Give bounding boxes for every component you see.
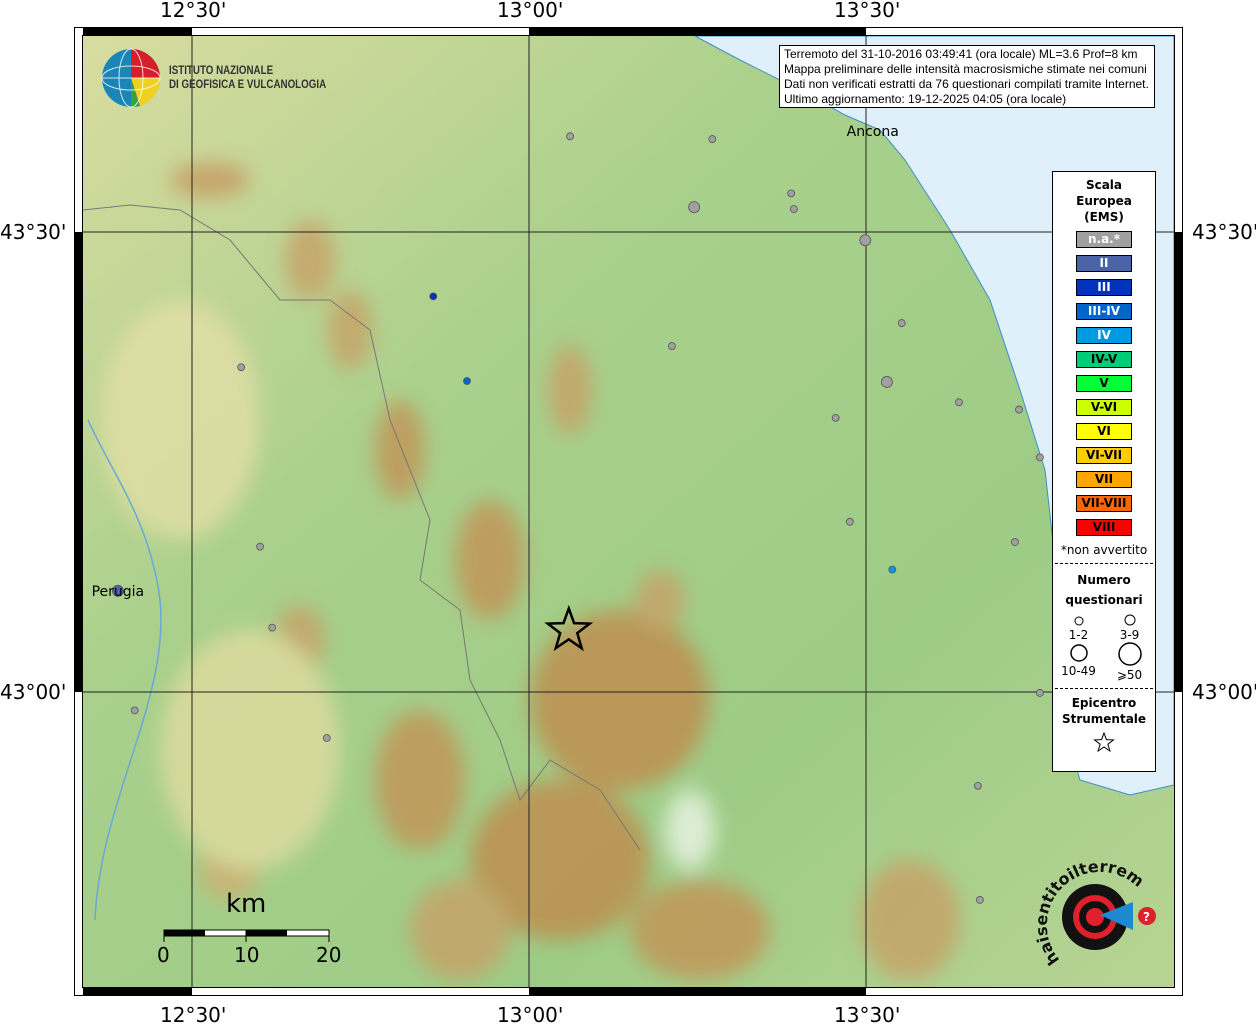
intensity-swatch: IV [1076,327,1132,344]
map-frame [74,27,1183,996]
intensity-scale: n.a.* II III III-IV IV IV-V V V-VI VI VI-VII VII VI… [1053,231,1155,536]
observation-point[interactable] [787,189,796,198]
divider [1055,563,1153,564]
size-1-2-icon [1074,616,1083,626]
size-10-49-icon [1069,644,1088,662]
observation-point[interactable] [859,234,872,247]
epicenter-star-icon[interactable] [544,604,594,652]
scale-label: 0 [157,943,170,967]
intensity-swatch: VI [1076,423,1132,440]
scale-label: 20 [316,943,342,967]
info-line: Dati non verificati estratti da 76 quest… [784,77,1149,91]
region-border [83,204,641,851]
svg-text:?: ? [1143,910,1150,924]
observation-point[interactable] [789,205,798,213]
divider [1055,688,1153,689]
observation-point[interactable] [1011,538,1019,546]
observation-point[interactable] [256,542,264,551]
intensity-swatch: II [1076,255,1132,272]
observation-point[interactable] [897,319,906,327]
intensity-swatch: III [1076,279,1132,296]
size-50-icon [1117,642,1142,666]
ingv-logo [101,48,161,108]
observation-points [111,132,1044,904]
observation-point[interactable] [976,896,984,904]
graticule [83,36,1174,987]
logo-line: ISTITUTO NAZIONALE [169,65,274,77]
city-labels: Ancona Perugia [92,124,899,600]
size-label: 10-49 [1061,664,1096,678]
lon-tick-bottom: 13°00' [497,1003,564,1027]
observation-point[interactable] [1035,689,1044,697]
lon-tick-bottom: 13°30' [834,1003,901,1027]
lat-tick-left: 43°30' [0,220,67,244]
scale-bar [163,929,330,942]
intensity-swatch: VII [1076,471,1132,488]
count-sizes: 1-2 3-9 10-49 ⩾50 [1053,614,1155,682]
count-title: Numero [1077,573,1131,587]
river [87,419,162,921]
terrain: Ancona Perugia [83,36,1174,987]
ingv-logo-text: ISTITUTO NAZIONALE DI GEOFISICA E VULCAN… [169,64,326,92]
observation-point[interactable] [845,517,854,526]
logo-line: DI GEOFISICA E VULCANOLOGIA [169,79,327,91]
intensity-swatch: V-VI [1076,399,1132,416]
intensity-swatch: VII-VIII [1076,495,1132,512]
size-label: 1-2 [1068,628,1089,642]
observation-point[interactable] [463,377,471,385]
observation-point[interactable] [955,398,963,407]
epicenter-title: Epicentro [1071,696,1137,710]
epicenter-title: Strumentale [1061,712,1147,726]
city-label: Ancona [847,124,899,140]
intensity-swatch: V [1076,375,1132,392]
lon-tick-top: 12°30' [160,0,227,22]
intensity-swatch: IV-V [1076,351,1132,368]
intensity-swatch: VI-VII [1076,447,1132,464]
event-title: Terremoto del 31-10-2016 03:49:41 (ora l… [784,47,1138,61]
lat-tick-right: 43°30' [1192,220,1256,244]
last-update: Ultimo aggiornamento: 19-12-2025 04:05 (… [784,92,1067,106]
observation-point[interactable] [566,132,575,141]
intensity-swatch: n.a.* [1076,231,1132,248]
observation-point[interactable] [667,342,676,350]
legend-title: Europea [1076,194,1132,208]
observation-point[interactable] [973,781,982,790]
intensity-swatch: III-IV [1076,303,1132,320]
size-3-9-icon [1124,614,1135,626]
lat-tick-right: 43°00' [1192,680,1256,704]
legend-title: (EMS) [1084,210,1124,224]
observation-point[interactable] [1035,453,1044,462]
lat-tick-left: 43°00' [0,680,67,704]
count-title: questionari [1065,593,1143,607]
observation-point[interactable] [880,376,893,388]
observation-point[interactable] [688,201,701,214]
size-label: ⩾50 [1116,668,1143,682]
lon-tick-bottom: 12°30' [160,1003,227,1027]
observation-point[interactable] [237,363,246,372]
city-label: Perugia [92,584,145,600]
event-info-box: Terremoto del 31-10-2016 03:49:41 (ora l… [779,45,1155,108]
observation-point[interactable] [111,584,124,597]
observation-point[interactable] [1015,405,1023,414]
intensity-swatch: VIII [1076,519,1132,536]
observation-point[interactable] [429,292,438,301]
observation-point[interactable] [831,413,840,422]
observation-point[interactable] [888,565,897,574]
scale-label: 10 [234,943,260,967]
size-label: 3-9 [1119,628,1140,642]
observation-point[interactable] [268,623,277,632]
scale-unit: km [226,889,267,919]
observation-point[interactable] [130,706,139,715]
legend-title: Scala [1085,178,1123,192]
info-line: Mappa preliminare delle intensità macros… [784,62,1147,76]
observation-point[interactable] [322,734,331,742]
legend: Scala Europea (EMS) n.a.* II III III-IV IV IV… [1052,171,1156,772]
lon-tick-top: 13°30' [834,0,901,22]
lon-tick-top: 13°00' [497,0,564,22]
legend-footnote: *non avvertito [1060,543,1148,557]
observation-point[interactable] [708,135,717,143]
epicenter-star-icon [1093,731,1115,753]
